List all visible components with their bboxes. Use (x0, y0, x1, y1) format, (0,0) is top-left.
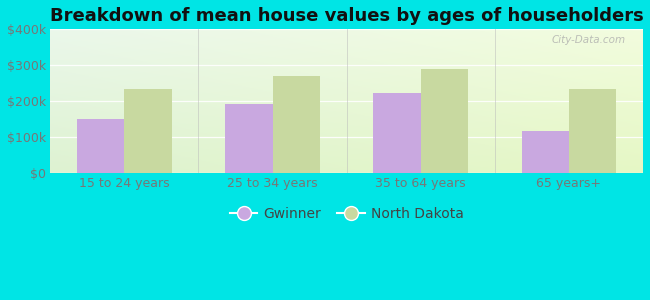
Bar (421, 69, 468, 173)
Title: Breakdown of mean house values by ages of householders: Breakdown of mean house values by ages o… (50, 7, 644, 25)
Legend: Gwinner, North Dakota: Gwinner, North Dakota (224, 201, 469, 226)
Bar (373, 93, 421, 173)
Bar (124, 88, 172, 173)
Bar (272, 76, 320, 173)
Bar (521, 131, 569, 173)
Bar (569, 88, 616, 173)
Text: City-Data.com: City-Data.com (551, 35, 625, 45)
Bar (77, 119, 124, 173)
Bar (225, 103, 272, 173)
